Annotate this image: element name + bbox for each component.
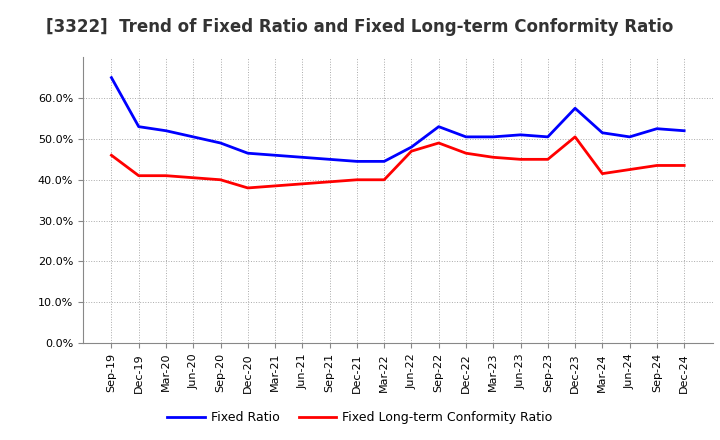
Fixed Ratio	[516, 132, 525, 137]
Fixed Ratio	[462, 134, 470, 139]
Fixed Ratio	[598, 130, 607, 136]
Fixed Ratio	[544, 134, 552, 139]
Fixed Ratio	[243, 150, 252, 156]
Fixed Long-term Conformity Ratio	[571, 134, 580, 139]
Fixed Long-term Conformity Ratio	[135, 173, 143, 178]
Fixed Long-term Conformity Ratio	[598, 171, 607, 176]
Fixed Long-term Conformity Ratio	[353, 177, 361, 183]
Fixed Ratio	[135, 124, 143, 129]
Fixed Ratio	[353, 159, 361, 164]
Fixed Ratio	[107, 75, 116, 80]
Fixed Ratio	[162, 128, 171, 133]
Fixed Long-term Conformity Ratio	[325, 179, 334, 184]
Fixed Long-term Conformity Ratio	[489, 154, 498, 160]
Line: Fixed Long-term Conformity Ratio: Fixed Long-term Conformity Ratio	[112, 137, 684, 188]
Fixed Ratio	[571, 106, 580, 111]
Fixed Ratio	[298, 154, 307, 160]
Fixed Ratio	[216, 140, 225, 146]
Fixed Ratio	[680, 128, 688, 133]
Legend: Fixed Ratio, Fixed Long-term Conformity Ratio: Fixed Ratio, Fixed Long-term Conformity …	[163, 407, 557, 429]
Line: Fixed Ratio: Fixed Ratio	[112, 77, 684, 161]
Fixed Ratio	[489, 134, 498, 139]
Fixed Long-term Conformity Ratio	[243, 185, 252, 191]
Fixed Long-term Conformity Ratio	[680, 163, 688, 168]
Fixed Long-term Conformity Ratio	[625, 167, 634, 172]
Fixed Long-term Conformity Ratio	[189, 175, 197, 180]
Fixed Ratio	[189, 134, 197, 139]
Fixed Long-term Conformity Ratio	[544, 157, 552, 162]
Fixed Ratio	[652, 126, 661, 131]
Fixed Ratio	[434, 124, 443, 129]
Fixed Long-term Conformity Ratio	[162, 173, 171, 178]
Fixed Long-term Conformity Ratio	[462, 150, 470, 156]
Fixed Long-term Conformity Ratio	[107, 153, 116, 158]
Fixed Ratio	[380, 159, 389, 164]
Fixed Long-term Conformity Ratio	[516, 157, 525, 162]
Fixed Long-term Conformity Ratio	[407, 149, 415, 154]
Text: [3322]  Trend of Fixed Ratio and Fixed Long-term Conformity Ratio: [3322] Trend of Fixed Ratio and Fixed Lo…	[46, 18, 674, 36]
Fixed Long-term Conformity Ratio	[271, 183, 279, 188]
Fixed Long-term Conformity Ratio	[298, 181, 307, 187]
Fixed Long-term Conformity Ratio	[216, 177, 225, 183]
Fixed Ratio	[625, 134, 634, 139]
Fixed Long-term Conformity Ratio	[380, 177, 389, 183]
Fixed Long-term Conformity Ratio	[434, 140, 443, 146]
Fixed Ratio	[271, 153, 279, 158]
Fixed Ratio	[325, 157, 334, 162]
Fixed Ratio	[407, 144, 415, 150]
Fixed Long-term Conformity Ratio	[652, 163, 661, 168]
